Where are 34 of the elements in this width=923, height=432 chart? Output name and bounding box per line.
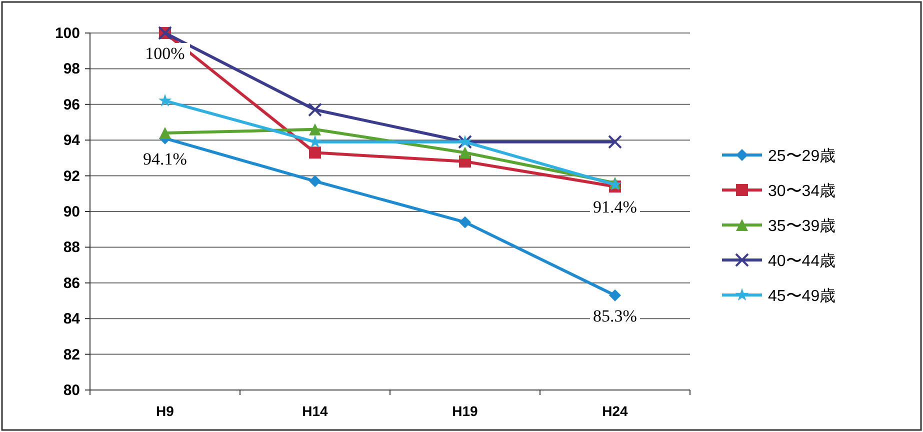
x-tick-label: H19 (452, 403, 478, 419)
point (159, 126, 171, 139)
y-tick-label: 84 (63, 310, 81, 328)
x-tick-label: H9 (156, 403, 174, 419)
legend-label: 40〜44歳 (768, 252, 836, 270)
x-tick-label: H24 (602, 403, 628, 419)
y-tick-label: 90 (63, 204, 80, 220)
legend-label: 25〜29歳 (768, 147, 836, 165)
legend-label: 35〜39歳 (768, 217, 836, 235)
point (158, 94, 172, 106)
legend-label: 30〜34歳 (768, 182, 836, 200)
y-tick-label: 88 (63, 239, 80, 256)
annotation: 94.1% (143, 149, 187, 168)
y-tick-label: 86 (63, 274, 80, 292)
point (309, 146, 321, 159)
point (309, 123, 321, 136)
point (309, 175, 321, 188)
annotation: 91.4% (593, 198, 637, 217)
point (459, 216, 471, 228)
y-tick-label: 80 (63, 382, 80, 399)
y-tick-label: 92 (63, 168, 80, 185)
y-tick-label: 96 (63, 96, 80, 114)
y-tick-label: 100 (54, 25, 80, 42)
x-tick-label: H14 (302, 403, 328, 419)
annotation: 85.3% (593, 306, 637, 326)
point (609, 289, 621, 302)
y-tick-label: 82 (63, 346, 80, 364)
point (308, 102, 322, 117)
legend-label: 45〜49歳 (768, 287, 836, 305)
annotation: 100% (145, 44, 185, 63)
point (459, 146, 471, 159)
point (608, 134, 622, 149)
y-tick-label: 98 (63, 60, 80, 78)
y-tick-label: 94 (63, 132, 81, 150)
